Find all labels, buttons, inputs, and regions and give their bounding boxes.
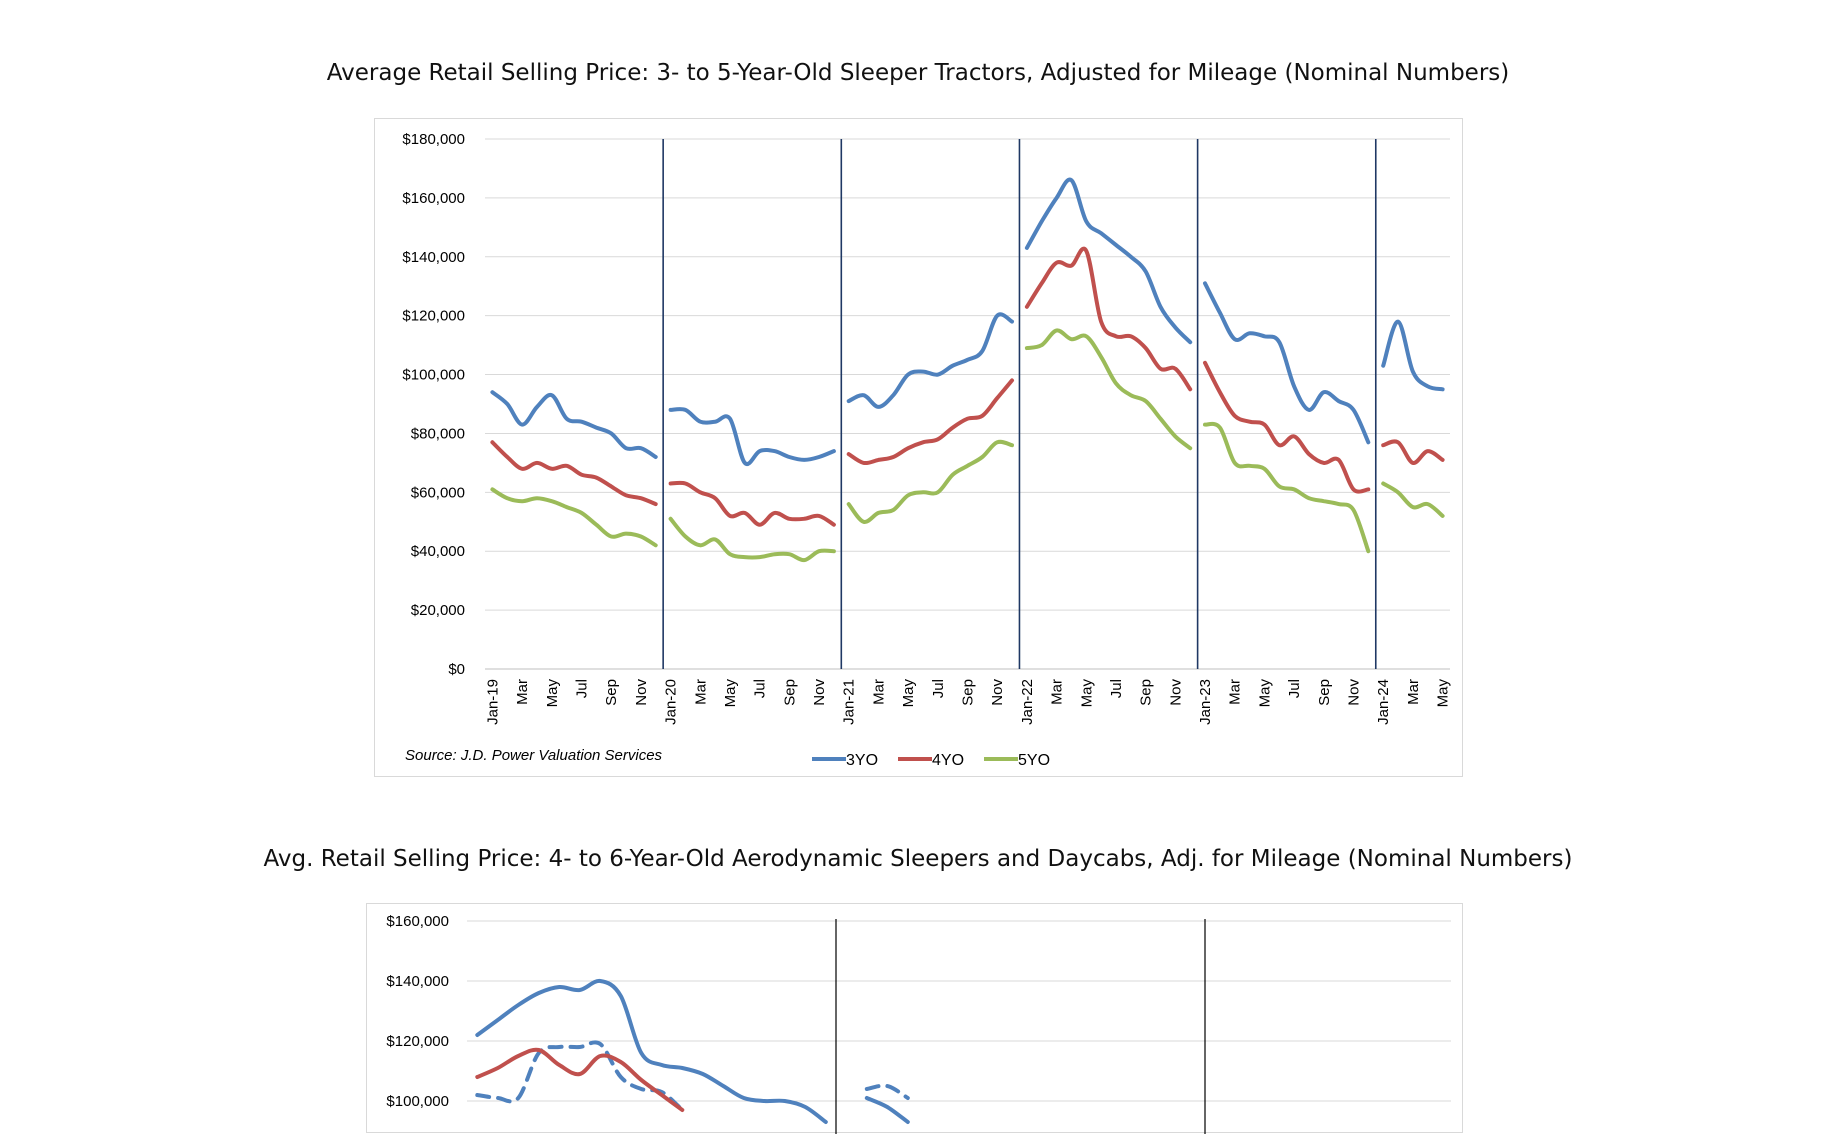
x-tick-label: May xyxy=(1078,679,1095,708)
y-tick-label: $140,000 xyxy=(402,249,465,266)
y-tick-label: $120,000 xyxy=(402,308,465,325)
x-tick-label: Jan-22 xyxy=(1019,679,1036,725)
series-line-4yo-2020 xyxy=(668,480,836,527)
x-tick-label: Mar xyxy=(1227,679,1244,705)
x-tick-label: Jul xyxy=(752,679,769,698)
series-line-0 xyxy=(475,978,828,1124)
x-tick-label: Nov xyxy=(1346,679,1363,706)
x-tick-label: Nov xyxy=(633,679,650,706)
y-tick-label: $100,000 xyxy=(402,367,465,384)
y-tick-label: $120,000 xyxy=(386,1033,449,1050)
x-tick-label: May xyxy=(1435,679,1452,708)
chart-1-svg: $0 $20,000 $40,000 $60,000 $80,000 $100,000 $1… xyxy=(402,131,1452,769)
series-line-5yo-2019 xyxy=(490,487,658,548)
x-tick-label: May xyxy=(544,679,561,708)
y-tick-label: $60,000 xyxy=(411,484,465,501)
y-tick-label: $40,000 xyxy=(411,543,465,560)
x-tick-label: Jan-20 xyxy=(663,679,680,725)
series-line-1 xyxy=(864,1083,910,1100)
series-line-3yo-2023 xyxy=(1203,281,1371,445)
chart-2-svg: $100,000 $120,000 $140,000 $160,000 xyxy=(386,913,1451,1134)
x-tick-label: Nov xyxy=(811,679,828,706)
chart-1-title: Average Retail Selling Price: 3- to 5-Ye… xyxy=(326,60,1510,86)
x-tick-label: Sep xyxy=(1138,679,1155,706)
chart-2-panel: $100,000 $120,000 $140,000 $160,000 xyxy=(366,903,1463,1134)
y-tick-label: $140,000 xyxy=(386,973,449,990)
x-tick-label: Sep xyxy=(781,679,798,706)
x-tick-label: May xyxy=(722,679,739,708)
legend-label-5yo: 5YO xyxy=(1018,752,1050,769)
series-line-0 xyxy=(864,1096,910,1124)
series-line-3yo-2020 xyxy=(668,407,836,467)
series-line-5yo-2021 xyxy=(846,439,1014,524)
series-line-4yo-2021 xyxy=(846,378,1014,466)
x-tick-label: Sep xyxy=(603,679,620,706)
x-tick-label: Jan-21 xyxy=(841,679,858,725)
x-tick-label: Jul xyxy=(1286,679,1303,698)
x-tick-label: May xyxy=(900,679,917,708)
series-line-1 xyxy=(475,1040,685,1112)
series-line-4yo-2022 xyxy=(1024,246,1193,392)
series-line-3yo-2024 xyxy=(1381,319,1445,392)
series-line-5yo-2024 xyxy=(1381,481,1445,518)
x-tick-label: Jan-24 xyxy=(1375,679,1392,725)
y-tick-label: $0 xyxy=(448,661,465,678)
y-tick-label: $20,000 xyxy=(411,602,465,619)
x-tick-label: Mar xyxy=(1049,679,1066,705)
x-tick-label: May xyxy=(1256,679,1273,708)
x-tick-label: Jul xyxy=(1108,679,1125,698)
series-line-4yo-2023 xyxy=(1203,360,1371,494)
series-line-5yo-2023 xyxy=(1203,421,1371,554)
legend-label-4yo: 4YO xyxy=(932,752,964,769)
x-tick-label: Nov xyxy=(1167,679,1184,706)
chart-2-title: Avg. Retail Selling Price: 4- to 6-Year-… xyxy=(263,846,1573,872)
series-line-5yo-2022 xyxy=(1024,328,1193,451)
x-tick-label: Jul xyxy=(930,679,947,698)
x-tick-label: Jan-23 xyxy=(1197,679,1214,725)
x-tick-label: Mar xyxy=(692,679,709,705)
y-tick-label: $80,000 xyxy=(411,425,465,442)
x-tick-label: Sep xyxy=(960,679,977,706)
series-line-4yo-2024 xyxy=(1381,439,1445,465)
series-line-3yo-2019 xyxy=(490,390,658,459)
series-line-3yo-2021 xyxy=(846,312,1014,409)
x-tick-label: Mar xyxy=(514,679,531,705)
y-tick-label: $160,000 xyxy=(386,913,449,930)
y-tick-label: $180,000 xyxy=(402,131,465,148)
y-tick-label: $160,000 xyxy=(402,190,465,207)
x-tick-label: Nov xyxy=(989,679,1006,706)
series-line-2 xyxy=(475,1047,685,1112)
x-tick-label: Mar xyxy=(1405,679,1422,705)
legend-label-3yo: 3YO xyxy=(846,752,878,769)
y-tick-label: $100,000 xyxy=(386,1093,449,1110)
series-line-5yo-2020 xyxy=(668,516,836,563)
series-line-3yo-2022 xyxy=(1024,177,1193,345)
x-tick-label: Mar xyxy=(870,679,887,705)
source-note: Source: J.D. Power Valuation Services xyxy=(405,747,663,764)
series-line-4yo-2019 xyxy=(490,440,658,507)
chart-1-panel: $0 $20,000 $40,000 $60,000 $80,000 $100,000 $1… xyxy=(374,118,1463,777)
x-tick-label: Jul xyxy=(574,679,591,698)
x-tick-label: Sep xyxy=(1316,679,1333,706)
x-tick-label: Jan-19 xyxy=(484,679,501,725)
